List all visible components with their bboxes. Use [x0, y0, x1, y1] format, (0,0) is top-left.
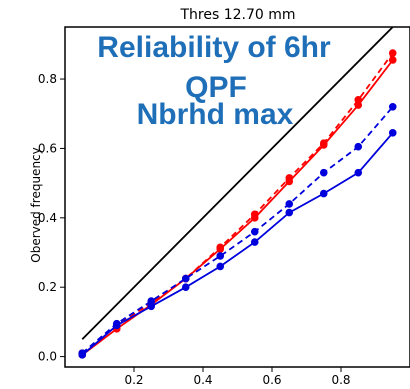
data-point — [285, 174, 294, 182]
x-tick-label: 0.4 — [193, 373, 212, 387]
x-tick-label: 0.8 — [331, 373, 350, 387]
data-point — [216, 243, 225, 252]
data-point — [112, 321, 121, 330]
overlay-title-line: Nbrhd max — [137, 98, 294, 131]
overlay-title-line: QPF — [185, 71, 247, 104]
data-point — [319, 168, 328, 177]
data-point — [216, 252, 225, 260]
overlay-title-line: Reliability of 6hr — [97, 31, 331, 64]
y-tick-label: 0.2 — [38, 280, 57, 294]
data-point — [216, 262, 225, 271]
y-axis-ticks: 0.0 0.2 0.4 0.6 0.8 — [38, 72, 65, 364]
data-point — [388, 56, 397, 64]
data-point — [388, 102, 397, 111]
data-point — [181, 283, 190, 292]
y-tick-label: 0.8 — [38, 72, 57, 86]
data-point — [250, 227, 259, 236]
series-4 — [78, 129, 397, 359]
plot-frame — [64, 26, 410, 368]
data-point — [285, 200, 294, 208]
series-line — [81, 52, 394, 354]
plot-area — [64, 26, 410, 368]
y-tick-label: 0.4 — [38, 211, 57, 225]
data-point — [250, 238, 259, 246]
data-point — [388, 129, 397, 137]
data-point — [319, 139, 328, 148]
data-point — [250, 210, 259, 219]
y-axis-label: Oberved frequency — [29, 147, 43, 262]
y-tick-label: 0.0 — [38, 350, 57, 364]
data-point — [285, 208, 294, 217]
data-point — [78, 351, 87, 359]
data-point — [147, 302, 156, 311]
data-point — [354, 142, 363, 151]
x-axis-ticks: 0.2 0.4 0.6 0.8 — [124, 367, 351, 387]
data-point — [147, 297, 156, 305]
series-line — [81, 106, 394, 354]
data-point — [354, 168, 363, 177]
chart-title: Thres 12.70 mm — [179, 7, 295, 23]
series-line — [81, 132, 394, 356]
data-point — [354, 96, 363, 104]
x-tick-label: 0.6 — [262, 373, 281, 387]
data-point — [388, 49, 397, 57]
data-point — [319, 189, 328, 198]
data-point — [181, 274, 190, 283]
y-tick-label: 0.6 — [38, 141, 57, 155]
reference-diagonal-line — [81, 26, 394, 340]
x-tick-label: 0.2 — [124, 373, 143, 387]
